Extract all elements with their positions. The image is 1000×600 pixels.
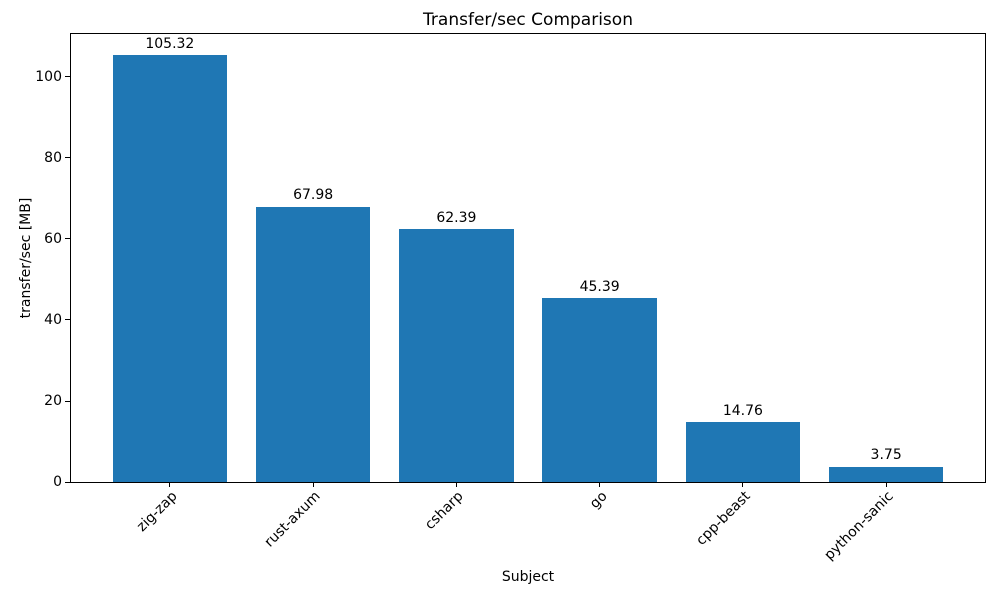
x-tick bbox=[455, 482, 457, 487]
y-tick bbox=[65, 319, 70, 321]
y-tick bbox=[65, 481, 70, 483]
y-tick bbox=[65, 76, 70, 78]
y-tick-label: 80 bbox=[44, 149, 62, 166]
bar bbox=[112, 55, 228, 482]
x-tick-label: rust-axum bbox=[261, 488, 324, 551]
bar-value-label: 45.39 bbox=[579, 278, 620, 295]
y-tick bbox=[65, 400, 70, 402]
x-tick-label: csharp bbox=[422, 488, 467, 533]
bar bbox=[828, 466, 944, 482]
x-tick bbox=[742, 482, 744, 487]
x-tick bbox=[885, 482, 887, 487]
bar-value-label: 14.76 bbox=[722, 402, 763, 419]
x-tick bbox=[599, 482, 601, 487]
bar-value-label: 105.32 bbox=[145, 36, 195, 52]
bar bbox=[542, 298, 657, 482]
y-tick-label: 60 bbox=[44, 230, 62, 247]
bar bbox=[399, 229, 514, 482]
y-tick-label: 40 bbox=[44, 311, 62, 328]
y-tick-label: 100 bbox=[35, 68, 62, 85]
y-tick-label: 0 bbox=[53, 474, 62, 490]
y-axis-label: transfer/sec [MB] bbox=[18, 197, 34, 319]
y-tick bbox=[65, 238, 70, 240]
chart-title: Transfer/sec Comparison bbox=[423, 10, 633, 30]
y-tick-label: 20 bbox=[44, 393, 62, 409]
plot-area: 105.32 zig-zap 67.98 rust-axum 62.39 csharp 45… bbox=[35, 33, 986, 564]
bar bbox=[255, 206, 371, 482]
x-tick-label: zig-zap bbox=[133, 488, 181, 535]
x-tick-label: cpp-beast bbox=[693, 488, 754, 549]
bar bbox=[685, 422, 801, 482]
x-tick bbox=[169, 482, 171, 487]
y-tick bbox=[65, 157, 70, 159]
bar-value-label: 3.75 bbox=[870, 447, 902, 464]
x-tick-label: go bbox=[586, 488, 611, 512]
x-tick bbox=[312, 482, 314, 487]
bar-value-label: 62.39 bbox=[436, 209, 477, 226]
x-axis-label: Subject bbox=[501, 569, 555, 585]
x-tick-label: python-sanic bbox=[821, 488, 897, 564]
bar-value-label: 67.98 bbox=[293, 187, 334, 204]
